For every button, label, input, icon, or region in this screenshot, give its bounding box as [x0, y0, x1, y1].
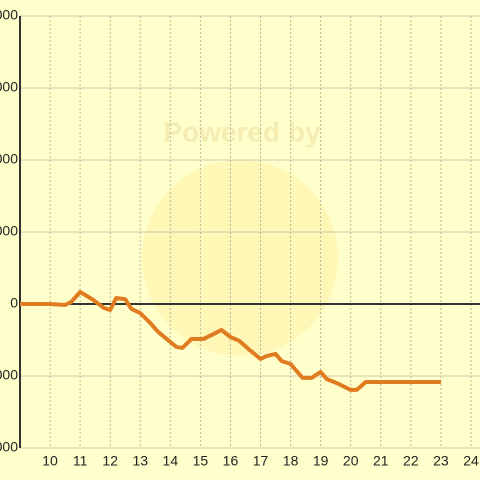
y-tick-label: 3,000	[0, 223, 18, 239]
x-tick-label: 22	[403, 453, 419, 469]
x-tick-label: 15	[193, 453, 209, 469]
x-tick-label: 18	[283, 453, 299, 469]
x-tick-label: 17	[253, 453, 269, 469]
x-tick-label: 20	[343, 453, 359, 469]
x-tick-label: 19	[313, 453, 329, 469]
y-tick-label: 12,000	[0, 7, 18, 23]
x-tick-label: 12	[102, 453, 118, 469]
y-tick-label: -3,000	[0, 367, 18, 383]
x-tick-label: 14	[163, 453, 179, 469]
y-tick-label: 0	[10, 295, 18, 311]
x-tick-label: 16	[223, 453, 239, 469]
line-series	[20, 290, 441, 392]
x-tick-label: 13	[132, 453, 148, 469]
x-tick-label: 24	[463, 453, 479, 469]
watermark: Powered by	[163, 116, 321, 147]
x-tick-label: 23	[433, 453, 449, 469]
x-tick-label: 10	[42, 453, 58, 469]
watermark-logo	[142, 160, 338, 356]
y-tick-label: 9,000	[0, 79, 18, 95]
y-tick-label: -6,000	[0, 439, 18, 455]
x-tick-label: 21	[373, 453, 389, 469]
x-tick-label: 11	[73, 453, 88, 469]
y-tick-label: 6,000	[0, 151, 18, 167]
